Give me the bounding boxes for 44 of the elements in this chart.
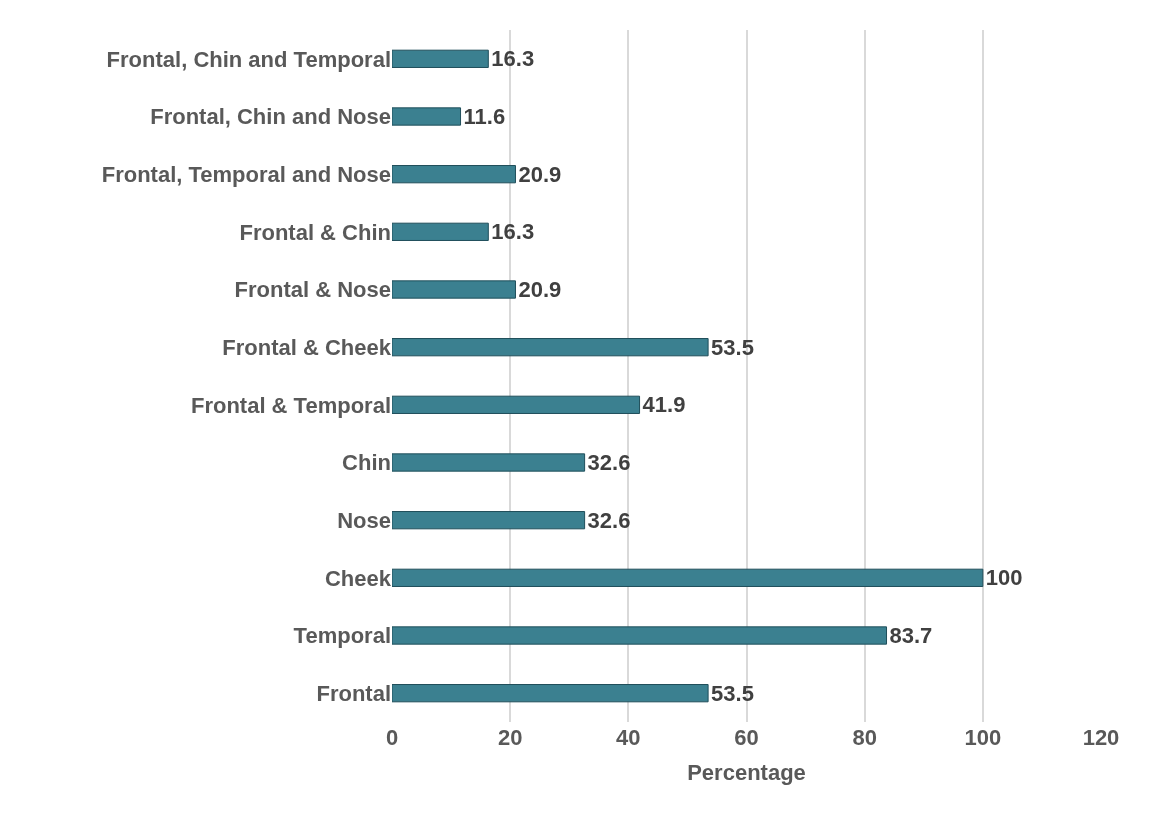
x-axis-title: Percentage bbox=[687, 759, 806, 785]
bar bbox=[392, 395, 641, 414]
y-tick-label: Frontal bbox=[316, 680, 391, 706]
bar bbox=[392, 222, 489, 241]
bar bbox=[392, 453, 586, 472]
x-tick-label: 80 bbox=[852, 725, 877, 750]
data-label: 83.7 bbox=[889, 623, 933, 648]
data-label: 20.9 bbox=[518, 277, 562, 302]
bar bbox=[392, 511, 586, 530]
y-tick-label: Frontal, Temporal and Nose bbox=[101, 161, 391, 187]
data-label: 20.9 bbox=[518, 161, 562, 187]
data-label: 53.5 bbox=[711, 334, 754, 360]
y-tick-label: Frontal & Temporal bbox=[190, 392, 391, 418]
bar bbox=[392, 49, 489, 68]
x-tick-label: 40 bbox=[616, 725, 641, 750]
x-tick-label: 60 bbox=[734, 725, 759, 750]
y-tick-label: Chin bbox=[342, 450, 391, 476]
bar bbox=[392, 684, 709, 703]
data-label: 32.6 bbox=[587, 450, 631, 475]
y-tick-label: Frontal, Chin and Nose bbox=[150, 104, 391, 130]
data-label: 11.6 bbox=[463, 104, 506, 129]
data-label: 16.3 bbox=[491, 219, 535, 245]
data-label: 53.5 bbox=[711, 680, 754, 706]
x-tick-label: 100 bbox=[964, 725, 1002, 750]
bar bbox=[392, 338, 709, 357]
bar bbox=[392, 165, 516, 184]
y-tick-label: Nose bbox=[337, 507, 391, 533]
bar bbox=[392, 107, 462, 126]
bar bbox=[392, 568, 984, 587]
bar bbox=[392, 280, 516, 299]
data-label: 16.3 bbox=[491, 46, 535, 72]
data-label: 32.6 bbox=[587, 507, 631, 533]
y-tick-label: Frontal & Cheek bbox=[222, 334, 392, 360]
data-label: 41.9 bbox=[642, 392, 686, 418]
data-label: 100 bbox=[985, 565, 1023, 591]
y-tick-label: Frontal & Chin bbox=[239, 219, 391, 245]
y-tick-label: Cheek bbox=[324, 565, 392, 591]
y-tick-label: Temporal bbox=[293, 623, 391, 649]
x-tick-label: 0 bbox=[385, 725, 399, 750]
y-tick-label: Frontal & Nose bbox=[234, 277, 391, 303]
y-tick-label: Frontal, Chin and Temporal bbox=[106, 46, 391, 72]
x-tick-label: 20 bbox=[497, 725, 523, 750]
x-tick-label: 120 bbox=[1082, 725, 1120, 750]
bar bbox=[392, 626, 888, 645]
